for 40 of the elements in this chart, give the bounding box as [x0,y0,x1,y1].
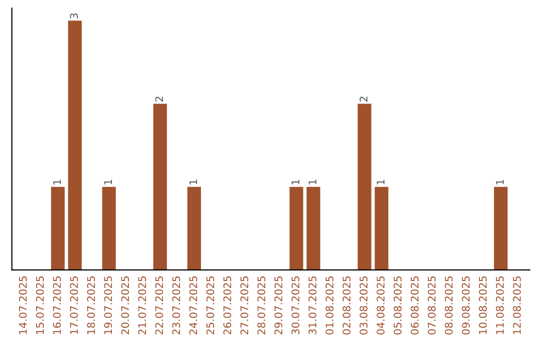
data-label: 1 [376,180,384,184]
data-label: 1 [308,180,316,184]
data-label: 2 [155,96,163,102]
x-tick-label: 12.08.2025 [512,276,521,334]
x-tick-label: 01.08.2025 [326,276,334,334]
x-tick-label: 28.07.2025 [257,276,266,334]
x-tick-label: 22.07.2025 [155,276,164,334]
x-tick-label: 27.07.2025 [240,276,248,334]
data-label: 1 [104,180,112,184]
x-tick-label: 08.08.2025 [444,276,453,334]
x-tick-label: 06.08.2025 [410,276,419,334]
x-tick-label: 19.07.2025 [104,276,112,334]
x-tick-label: 03.08.2025 [360,276,368,334]
data-label: 1 [292,180,300,184]
x-tick-label: 25.07.2025 [206,276,214,334]
x-tick-label: 21.07.2025 [138,276,146,334]
x-tick-label: 30.07.2025 [292,276,300,334]
x-tick-label: 05.08.2025 [394,276,402,334]
x-tick-label: 31.07.2025 [308,276,316,334]
data-label: 2 [360,96,368,102]
x-tick-label: 09.08.2025 [462,276,470,334]
x-tick-label: 20.07.2025 [121,276,130,334]
x-tick-label: 24.07.2025 [189,276,198,334]
data-label: 1 [53,180,61,184]
x-tick-label: 07.08.2025 [428,276,436,334]
x-tick-label: 14.07.2025 [18,276,27,334]
data-label: 1 [496,180,504,184]
x-tick-label: 11.08.2025 [496,276,504,334]
x-tick-label: 04.08.2025 [376,276,385,334]
x-tick-label: 23.07.2025 [172,276,180,334]
x-tick-label: 02.08.2025 [342,276,350,334]
x-tick-label: 17.07.2025 [70,276,78,334]
x-tick-label: 16.07.2025 [53,276,61,334]
data-label: 3 [70,13,78,18]
x-tick-label: 18.07.2025 [87,276,95,334]
x-tick-label: 29.07.2025 [274,276,282,334]
x-tick-label: 26.07.2025 [223,276,232,334]
x-tick-label: 10.08.2025 [478,276,487,334]
x-tick-label: 15.07.2025 [36,276,44,334]
data-label: 1 [189,180,198,184]
